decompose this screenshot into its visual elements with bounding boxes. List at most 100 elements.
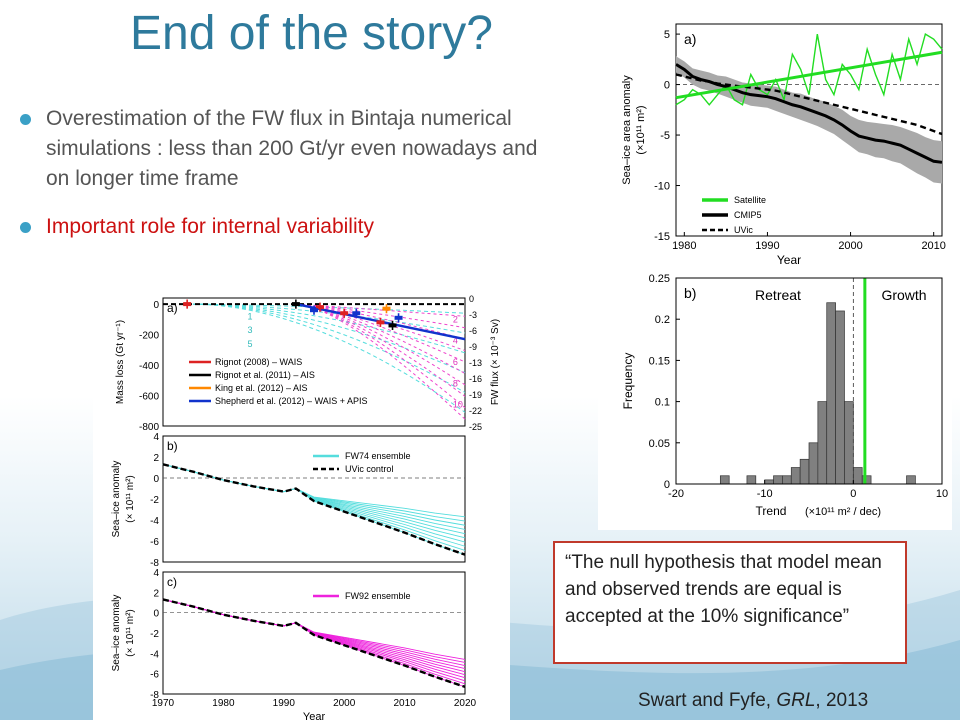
y-tick-label: -2 xyxy=(150,495,159,506)
y-tick-label: 0 xyxy=(664,80,670,92)
y-axis-label-right: FW flux (× 10⁻³ Sv) xyxy=(490,319,501,405)
histogram-bar xyxy=(835,310,845,485)
y-tick-label: -15 xyxy=(654,231,670,243)
obs-point xyxy=(388,323,397,328)
uvic-control-line xyxy=(162,598,466,689)
obs-point xyxy=(340,311,349,316)
bullet-list: Overestimation of the FW flux in Bintaja… xyxy=(20,104,560,260)
histogram-bar xyxy=(746,475,757,485)
y-tick-label-right: -19 xyxy=(469,390,482,400)
figure-trend-histogram: 0 0.05 0.1 0.15 0.2 0.25 -20 -10 0 10 Trend (×10¹¹ … xyxy=(598,266,952,530)
quote-box: “The null hypothesis that model mean and… xyxy=(553,541,907,664)
histogram-bar xyxy=(773,475,783,485)
slide-title: End of the story? xyxy=(130,7,493,60)
x-tick-label: 0 xyxy=(850,488,856,500)
y-tick-label: 4 xyxy=(153,432,159,443)
y-tick-label-right: -13 xyxy=(469,358,482,368)
bullet-item: Overestimation of the FW flux in Bintaja… xyxy=(20,104,560,194)
y-tick-label-right: 0 xyxy=(469,294,474,304)
y-tick-label: 5 xyxy=(664,29,670,41)
y-tick-label: 0.2 xyxy=(655,314,670,326)
legend-label: CMIP5 xyxy=(734,210,762,220)
histogram-bar xyxy=(799,458,810,485)
y-tick-label: 2 xyxy=(153,453,159,464)
uvic-control-line xyxy=(162,463,466,556)
x-axis-unit: (×10¹¹ m² / dec) xyxy=(805,506,881,518)
y-tick-label: -8 xyxy=(150,558,159,569)
bullet-dot-icon xyxy=(20,222,31,233)
x-tick-label: 1980 xyxy=(212,698,235,709)
x-tick-label: 1980 xyxy=(672,240,696,252)
series-satellite xyxy=(675,33,943,106)
cyan-fan-line xyxy=(193,303,466,413)
y-tick-label: 0.1 xyxy=(655,397,670,409)
y-axis-unit: (×10¹¹ m²) xyxy=(635,105,647,154)
obs-point xyxy=(291,302,300,307)
annotation-retreat: Retreat xyxy=(755,287,801,303)
y-tick-label-right: -3 xyxy=(469,310,477,320)
ensemble-member xyxy=(162,599,466,660)
fan-label: 4 xyxy=(453,336,458,346)
histogram-bar xyxy=(844,401,854,485)
ensemble-member xyxy=(162,463,466,526)
histogram-bar xyxy=(782,475,792,485)
y-tick-label: -400 xyxy=(139,361,159,372)
panel-label: a) xyxy=(167,301,178,315)
y-axis-label: Sea–ice area anomaly xyxy=(621,75,633,185)
histogram-bar xyxy=(764,479,774,485)
y-axis-unit: (× 10¹¹ m²) xyxy=(125,475,136,523)
histogram-bar xyxy=(817,401,828,485)
x-axis-label: Year xyxy=(303,711,326,720)
histogram-bar xyxy=(906,475,916,485)
y-tick-label-right: -6 xyxy=(469,326,477,336)
y-tick-label: 2 xyxy=(153,588,159,599)
y-tick-label: -200 xyxy=(139,331,159,342)
y-tick-label: 0 xyxy=(664,479,670,491)
x-axis-label: Year xyxy=(777,253,801,266)
chart-bintanja-panels: 1352468100-200-400-600-8000-3-6-9-13-16-… xyxy=(111,294,501,723)
y-tick-label: 0.05 xyxy=(649,438,670,450)
y-tick-label: -2 xyxy=(150,629,159,640)
x-tick-label: 1970 xyxy=(152,698,175,709)
x-tick-label: 10 xyxy=(936,488,948,500)
fan-label: 3 xyxy=(248,325,253,335)
legend-label: FW92 ensemble xyxy=(345,591,411,601)
x-tick-label: 2010 xyxy=(921,240,945,252)
legend-label: Shepherd et al. (2012) – WAIS + APIS xyxy=(215,396,368,406)
fan-label: 5 xyxy=(248,339,253,349)
x-tick-label: 2020 xyxy=(454,698,477,709)
x-tick-label: 2000 xyxy=(838,240,862,252)
y-tick-label: 0.15 xyxy=(649,355,670,367)
legend-label: FW74 ensemble xyxy=(345,451,411,461)
figure-sea-ice-area: 5 0 -5 -10 -15 1980 1990 2000 2010 Year Sea–ice ar… xyxy=(598,14,952,267)
obs-point xyxy=(183,302,192,307)
histogram-bar xyxy=(826,302,836,485)
x-axis-label: Trend xyxy=(756,504,787,518)
panel-label: a) xyxy=(684,31,696,47)
y-tick-label-right: -16 xyxy=(469,374,482,384)
legend-label: UVic xyxy=(734,225,753,235)
y-tick-label: -10 xyxy=(654,181,670,193)
obs-point xyxy=(316,305,325,310)
panel-label: c) xyxy=(167,575,177,589)
ensemble-member xyxy=(162,463,466,518)
figure-bintanja-simulations: 1 3 5 2 4 6 8 10 0 -200 -400 -600 -800 0 -3 -6 -9 -13 -16-… xyxy=(93,286,510,723)
panel-label: b) xyxy=(167,439,178,453)
bullet-text: Important role for internal variability xyxy=(46,215,374,238)
obs-point xyxy=(376,320,385,325)
x-tick-label: -10 xyxy=(757,488,773,500)
ensemble-member xyxy=(162,463,466,522)
y-tick-label: 0 xyxy=(153,474,159,485)
y-tick-label: -4 xyxy=(150,649,159,660)
y-tick-label: -6 xyxy=(150,670,159,681)
legend-label: King et al. (2012) – AIS xyxy=(215,383,308,393)
x-tick-label: 2010 xyxy=(393,698,416,709)
y-axis-label: Sea–ice anomaly xyxy=(111,461,122,538)
bullet-item-highlight: Important role for internal variability xyxy=(20,212,560,242)
plot-frame xyxy=(162,435,466,563)
y-tick-label-right: -25 xyxy=(469,422,482,432)
y-axis-label: Sea–ice anomaly xyxy=(111,595,122,672)
magenta-fan-line xyxy=(295,303,466,386)
histogram-bar xyxy=(719,475,730,485)
y-tick-label-right: -9 xyxy=(469,342,477,352)
